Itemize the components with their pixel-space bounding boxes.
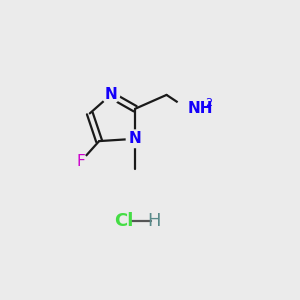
Text: 2: 2 bbox=[205, 98, 212, 108]
Text: Cl: Cl bbox=[114, 212, 133, 230]
Circle shape bbox=[102, 86, 120, 104]
Circle shape bbox=[73, 154, 88, 169]
Circle shape bbox=[126, 130, 144, 148]
Text: N: N bbox=[129, 131, 142, 146]
Circle shape bbox=[176, 98, 199, 120]
Text: H: H bbox=[147, 212, 160, 230]
Text: F: F bbox=[76, 154, 85, 169]
Text: NH: NH bbox=[188, 101, 213, 116]
Circle shape bbox=[184, 96, 210, 122]
Text: N: N bbox=[104, 87, 117, 102]
